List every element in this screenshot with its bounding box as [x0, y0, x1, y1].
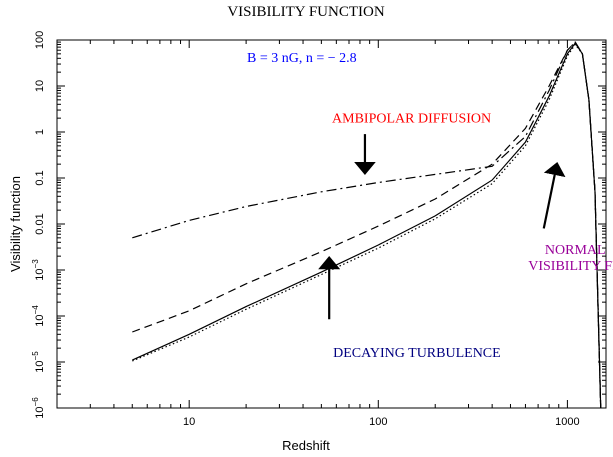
- plot-frame: [56, 39, 607, 409]
- x-axis-label: Redshift: [282, 438, 330, 453]
- y-tick-label: 10: [34, 80, 46, 92]
- annotation-ambipolar-label: AMBIPOLAR DIFFUSION: [332, 112, 491, 127]
- x-tick-label: 10: [183, 416, 195, 428]
- series-group: [132, 41, 602, 408]
- chart-title: VISIBILITY FUNCTION: [227, 4, 385, 20]
- y-axis: 100 10 1 0.1 0.01 10−3 10−4 10−5 10−6: [31, 31, 606, 419]
- series-line-dotted: [132, 43, 602, 408]
- x-axis: 10 100 1000: [56, 40, 580, 428]
- y-tick-label: 0.1: [34, 170, 46, 185]
- y-tick-label: 1: [34, 129, 46, 135]
- y-tick-label: 10−6: [31, 397, 46, 419]
- y-tick-label: 100: [34, 31, 46, 49]
- params-label: B = 3 nG, n = − 2.8: [247, 51, 357, 66]
- annotation-decaying-label: DECAYING TURBULENCE: [333, 346, 501, 361]
- x-tick-label: 1000: [555, 416, 579, 428]
- y-tick-label: 10−4: [31, 305, 46, 327]
- y-axis-label: Visibility function: [8, 176, 23, 272]
- x-tick-label: 100: [369, 416, 387, 428]
- y-tick-label: 0.01: [34, 213, 46, 234]
- annotation-group: AMBIPOLAR DIFFUSION DECAYING TURBULENCE NO…: [318, 112, 613, 361]
- annotation-normal-label: VISIBILITY FN: [528, 259, 613, 274]
- series-line-normal-visibility-fn: [132, 42, 602, 408]
- y-tick-label: 10−3: [31, 259, 46, 281]
- annotation-normal-label: NORMAL: [545, 243, 606, 258]
- y-tick-label: 10−5: [31, 351, 46, 373]
- annotation-normal-arrow: [542, 161, 566, 229]
